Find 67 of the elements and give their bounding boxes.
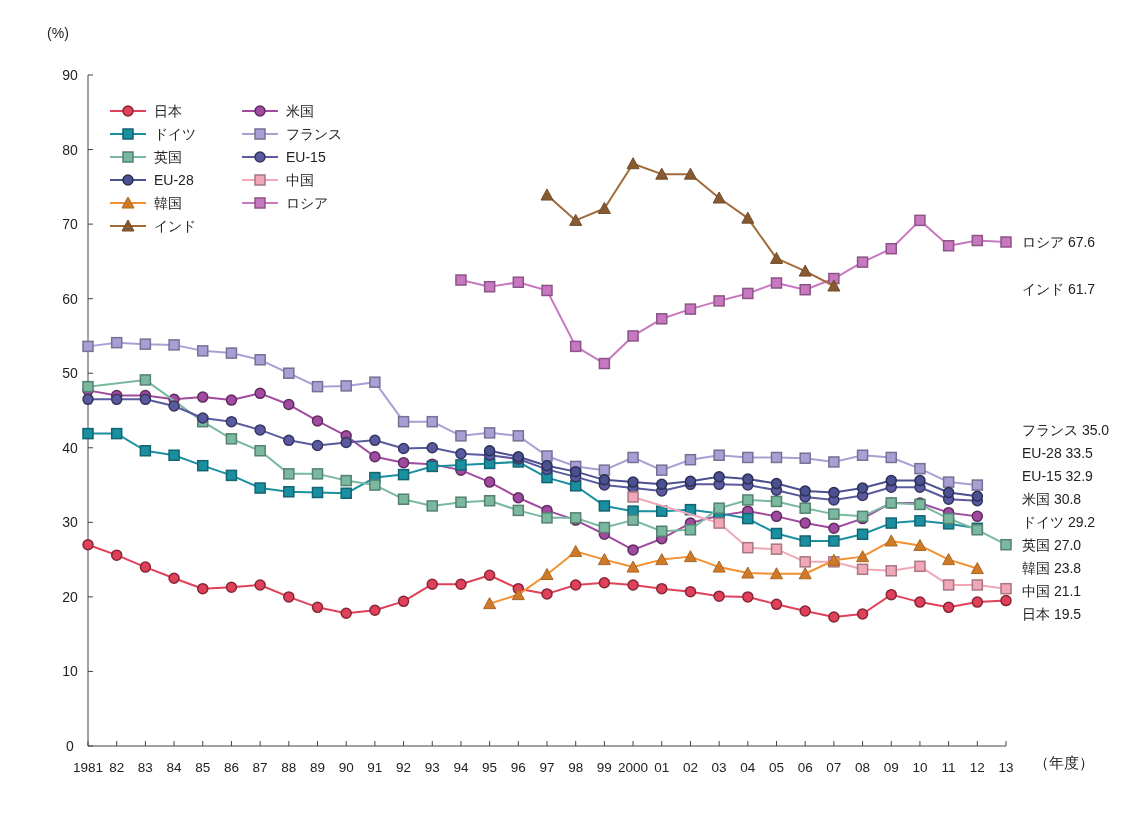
x-tick-label: 94 [453, 760, 469, 775]
x-tick-label: 2000 [618, 760, 649, 775]
x-tick-label: 03 [711, 760, 727, 775]
y-tick-label: 0 [66, 738, 75, 754]
x-tick-label: 87 [252, 760, 268, 775]
legend-label: 英国 [154, 149, 182, 165]
legend-label: インド [154, 218, 196, 234]
x-tick-label: 92 [396, 760, 412, 775]
x-tick-label: 01 [654, 760, 670, 775]
x-tick-label: 08 [855, 760, 871, 775]
x-tick-label: 96 [510, 760, 526, 775]
y-tick-label: 10 [62, 663, 78, 680]
annotation: 韓国 23.8 [1022, 560, 1082, 576]
x-tick-label: 86 [223, 760, 239, 775]
annotation: フランス 35.0 [1022, 422, 1110, 438]
legend-label: 日本 [154, 103, 182, 119]
x-tick-label: 04 [740, 760, 756, 775]
x-tick-label: 83 [137, 760, 153, 775]
legend-label: 中国 [286, 172, 314, 188]
y-tick-label: 80 [62, 141, 78, 158]
legend-label: 韓国 [154, 195, 182, 211]
annotation: インド 61.7 [1022, 281, 1096, 297]
x-tick-label: 91 [367, 760, 383, 775]
x-tick-label: 11 [941, 760, 956, 775]
x-tick-label: 06 [797, 760, 813, 775]
annotation: EU-15 32.9 [1022, 468, 1093, 484]
annotation: ロシア 67.6 [1022, 234, 1096, 250]
annotation: 英国 27.0 [1022, 537, 1082, 553]
x-tick-label: 98 [568, 760, 584, 775]
annotation: 日本 19.5 [1022, 606, 1082, 622]
x-tick-label: 07 [826, 760, 842, 775]
legend-label: ドイツ [154, 126, 196, 142]
x-tick-label: 90 [338, 760, 354, 775]
y-tick-label: 60 [62, 290, 78, 307]
x-tick-label: 97 [539, 760, 555, 775]
y-tick-label: 50 [62, 365, 78, 382]
x-tick-label: 89 [309, 760, 326, 775]
x-tick-label: 10 [912, 760, 928, 775]
y-tick-label: 20 [62, 588, 78, 605]
y-tick-label: 90 [62, 67, 78, 83]
x-tick-label: 93 [424, 760, 440, 775]
x-tick-label: 85 [195, 760, 211, 775]
x-tick-label: 05 [768, 760, 785, 775]
x-tick-label: 12 [969, 760, 985, 775]
x-tick-label: 09 [883, 760, 899, 775]
x-tick-label: 88 [281, 760, 297, 775]
legend-label: 米国 [286, 103, 314, 119]
annotation: 中国 21.1 [1022, 583, 1082, 599]
y-tick-label: 40 [62, 439, 78, 456]
x-axis-title: （年度） [1034, 754, 1094, 771]
legend-label: ロシア [286, 195, 328, 211]
x-tick-label: 84 [166, 760, 183, 775]
x-tick-label: 99 [596, 760, 612, 775]
legend-label: EU-15 [286, 149, 326, 165]
annotation: 米国 30.8 [1022, 491, 1082, 507]
y-tick-label: 30 [62, 514, 78, 531]
x-tick-label: 13 [998, 760, 1014, 775]
legend-label: フランス [286, 126, 342, 142]
annotation: EU-28 33.5 [1022, 445, 1093, 461]
annotation: ドイツ 29.2 [1022, 514, 1096, 530]
x-tick-label: 1981 [72, 760, 104, 775]
x-tick-label: 02 [682, 760, 698, 775]
legend-label: EU-28 [154, 172, 194, 188]
x-tick-label: 82 [109, 760, 125, 775]
y-axis-title: (%) [47, 25, 69, 41]
y-tick-label: 70 [62, 216, 78, 233]
x-tick-label: 95 [482, 760, 498, 775]
